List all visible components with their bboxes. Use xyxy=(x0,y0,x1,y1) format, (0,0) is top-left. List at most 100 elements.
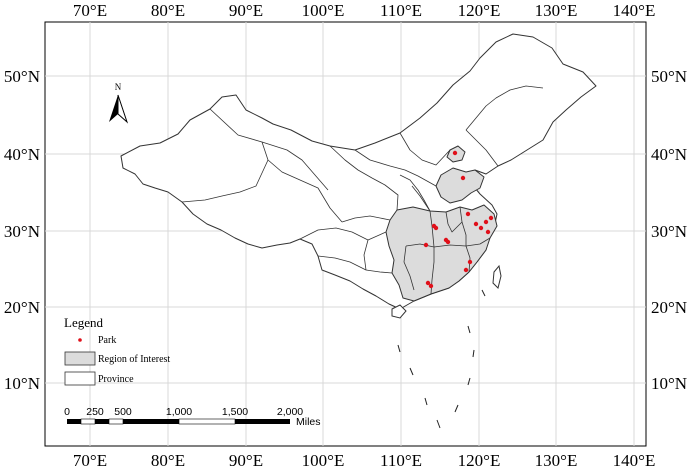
province-border xyxy=(363,239,369,271)
top-longitude-labels: 70°E 80°E 90°E 100°E 110°E 120°E 130°E 1… xyxy=(73,1,655,20)
lon-label-top: 130°E xyxy=(535,1,578,20)
province-border xyxy=(329,145,399,211)
bottom-longitude-labels: 70°E 80°E 90°E 100°E 110°E 120°E 130°E 1… xyxy=(73,451,655,470)
north-arrow: N xyxy=(109,82,129,124)
scale-segment xyxy=(123,419,179,424)
lat-label-right: 10°N xyxy=(651,374,687,393)
scale-bar: 0 250 500 1,000 1,500 2,000 Miles xyxy=(64,406,320,428)
park-marker xyxy=(460,175,466,181)
sea-dash xyxy=(397,344,401,353)
lat-label-left: 20°N xyxy=(4,298,40,317)
park-marker xyxy=(488,215,494,221)
legend-province-swatch xyxy=(64,371,96,386)
scale-tick-label: 500 xyxy=(114,406,132,418)
province-border xyxy=(405,237,491,248)
sea-dash xyxy=(467,377,471,386)
lon-label-bottom: 140°E xyxy=(613,451,656,470)
scale-segment xyxy=(108,418,124,425)
province-border xyxy=(403,245,415,291)
south-sea-dashes xyxy=(397,289,486,429)
left-latitude-labels: 50°N 40°N 30°N 20°N 10°N xyxy=(4,67,40,393)
lon-label-bottom: 130°E xyxy=(535,451,578,470)
hainan-island xyxy=(391,304,407,319)
scale-tick-label: 1,000 xyxy=(166,406,192,418)
legend-region-swatch xyxy=(64,351,96,366)
lat-label-right: 50°N xyxy=(651,67,687,86)
park-marker xyxy=(425,280,431,286)
province-border xyxy=(354,149,437,187)
right-latitude-labels: 50°N 40°N 30°N 20°N 10°N xyxy=(651,67,687,393)
north-arrow-label: N xyxy=(115,82,122,92)
province-border xyxy=(411,185,431,212)
province-border xyxy=(445,211,463,233)
province-border xyxy=(317,255,393,274)
sea-dash xyxy=(454,404,459,413)
lat-label-left: 10°N xyxy=(4,374,40,393)
sea-dash xyxy=(472,349,475,358)
legend: Legend Park Region of Interest Province xyxy=(64,315,170,386)
legend-park-label: Park xyxy=(98,335,116,346)
scale-segment xyxy=(235,419,290,424)
province-border xyxy=(341,215,391,223)
sea-dash xyxy=(481,289,486,297)
lon-label-bottom: 70°E xyxy=(73,451,107,470)
park-points xyxy=(423,150,494,289)
lon-label-bottom: 100°E xyxy=(302,451,345,470)
lon-label-top: 70°E xyxy=(73,1,107,20)
sea-dash xyxy=(409,367,414,376)
scale-segment xyxy=(80,418,96,425)
province-border xyxy=(465,129,499,167)
scale-tick-label: 2,000 xyxy=(277,406,303,418)
province-border xyxy=(399,132,451,166)
scale-tick-label: 0 xyxy=(64,406,70,418)
lon-label-top: 110°E xyxy=(380,1,422,20)
lat-label-right: 20°N xyxy=(651,298,687,317)
province-border xyxy=(465,85,544,131)
lon-label-top: 80°E xyxy=(151,1,185,20)
lat-label-right: 40°N xyxy=(651,145,687,164)
province-border xyxy=(429,210,435,295)
north-arrow-left-half xyxy=(109,95,118,122)
lon-label-top: 100°E xyxy=(302,1,345,20)
park-marker xyxy=(465,211,471,217)
lat-label-left: 40°N xyxy=(4,145,40,164)
park-marker xyxy=(483,219,489,225)
legend-region-label: Region of Interest xyxy=(98,354,170,365)
north-arrow-right-half xyxy=(117,94,129,124)
lat-label-left: 50°N xyxy=(4,67,40,86)
park-marker xyxy=(433,225,439,231)
lon-label-top: 140°E xyxy=(613,1,656,20)
park-marker xyxy=(478,225,484,231)
sea-dash xyxy=(436,419,441,429)
park-marker xyxy=(423,242,429,248)
park-marker xyxy=(463,267,469,273)
legend-park-symbol xyxy=(78,338,82,342)
lon-label-bottom: 110°E xyxy=(380,451,422,470)
sea-dash xyxy=(424,397,428,406)
province-border xyxy=(299,227,387,241)
lon-label-bottom: 90°E xyxy=(229,451,263,470)
park-marker xyxy=(452,150,458,156)
park-marker xyxy=(467,259,473,265)
province-border xyxy=(209,108,329,191)
lon-label-bottom: 120°E xyxy=(458,451,501,470)
lat-label-left: 30°N xyxy=(4,222,40,241)
scale-segment xyxy=(178,418,236,425)
scale-tick-label: 250 xyxy=(86,406,104,418)
lon-label-bottom: 80°E xyxy=(151,451,185,470)
scale-tick-label: 1,500 xyxy=(222,406,248,418)
region-of-interest-north xyxy=(435,167,485,204)
park-marker xyxy=(473,221,479,227)
scale-unit-label: Miles xyxy=(296,416,321,428)
legend-title: Legend xyxy=(64,315,103,330)
sea-dash xyxy=(467,325,471,334)
park-marker xyxy=(445,239,451,245)
taiwan-island xyxy=(492,264,502,289)
park-marker xyxy=(485,229,491,235)
legend-province-label: Province xyxy=(98,374,134,385)
province-border xyxy=(399,174,431,212)
lon-label-top: 120°E xyxy=(458,1,501,20)
lon-label-top: 90°E xyxy=(229,1,263,20)
scale-segment xyxy=(95,419,109,424)
